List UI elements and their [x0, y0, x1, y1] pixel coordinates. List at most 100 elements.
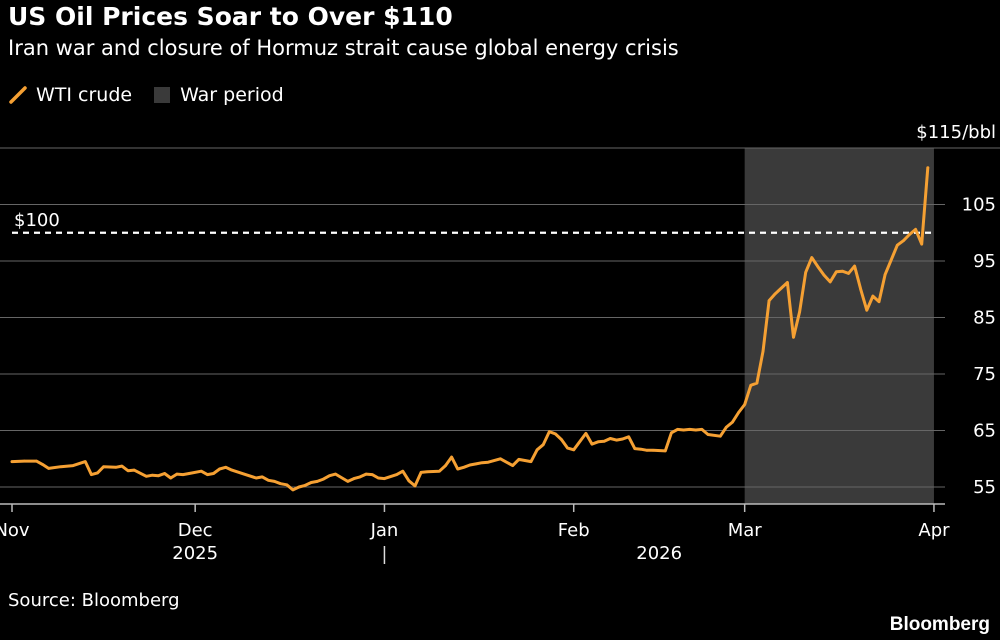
war-period-shade — [744, 148, 934, 504]
data-point — [847, 272, 850, 275]
data-point — [584, 432, 588, 435]
data-point — [206, 473, 209, 476]
y-tick-label: 95 — [973, 251, 996, 272]
y-axis-unit-label: $115/bbl — [916, 122, 996, 143]
data-point — [590, 442, 594, 446]
data-point — [303, 484, 307, 487]
data-point — [737, 411, 740, 414]
x-tick-label: Feb — [558, 520, 590, 541]
data-point — [279, 482, 282, 485]
data-point — [419, 471, 423, 474]
data-point — [462, 465, 466, 469]
data-point — [364, 472, 368, 476]
data-point — [798, 310, 801, 314]
x-tick-label: Nov — [0, 520, 30, 541]
legend-label-war-period: War period — [180, 84, 284, 106]
data-point — [413, 484, 417, 488]
data-point — [810, 256, 814, 259]
y-tick-label: 65 — [973, 421, 996, 442]
data-point — [786, 281, 789, 284]
data-point — [151, 473, 154, 477]
legend-label-wti-crude: WTI crude — [36, 84, 133, 106]
y-tick-label: 55 — [973, 477, 996, 498]
data-point — [651, 449, 655, 452]
data-point — [401, 469, 405, 473]
data-point — [96, 471, 99, 475]
data-point — [780, 286, 783, 290]
data-point — [816, 265, 820, 268]
data-point — [242, 472, 246, 476]
data-point — [383, 477, 386, 480]
reference-line-label: $100 — [14, 210, 60, 231]
chart-legend: WTI crude War period — [8, 82, 306, 108]
data-point — [865, 308, 869, 312]
data-point — [694, 428, 698, 432]
data-point — [273, 480, 276, 483]
data-point — [267, 478, 270, 482]
data-point — [322, 477, 325, 481]
data-point — [212, 472, 215, 475]
data-point — [639, 447, 643, 451]
chart-subtitle: Iran war and closure of Hormuz strait ca… — [8, 36, 679, 60]
data-point — [871, 294, 875, 298]
data-point — [676, 428, 679, 431]
data-point — [474, 462, 478, 466]
data-point — [841, 269, 844, 273]
data-point — [554, 432, 557, 436]
data-point — [377, 476, 380, 480]
data-point — [883, 273, 887, 276]
data-point — [41, 463, 44, 466]
legend-item-war-period: War period — [154, 84, 284, 106]
data-point — [468, 463, 472, 467]
data-point — [218, 467, 221, 471]
data-point — [633, 447, 637, 450]
y-tick-label: 85 — [973, 308, 996, 329]
data-point — [511, 464, 514, 467]
chart-title: US Oil Prices Soar to Over $110 — [8, 2, 453, 31]
line-swatch-icon — [9, 86, 27, 104]
data-point — [71, 464, 75, 467]
data-point — [328, 474, 331, 478]
data-point — [187, 472, 191, 475]
data-point — [120, 464, 124, 468]
x-tick-label: Apr — [918, 520, 950, 541]
data-point — [920, 242, 924, 246]
data-point — [199, 469, 203, 473]
data-point — [358, 475, 362, 479]
data-point — [254, 476, 258, 480]
data-point — [169, 476, 173, 480]
data-point — [914, 228, 917, 231]
data-point — [670, 431, 673, 435]
data-point — [163, 472, 166, 475]
data-point — [181, 473, 185, 476]
bloomberg-logo: Bloomberg — [889, 614, 990, 635]
data-point — [83, 460, 87, 463]
data-point — [664, 449, 667, 453]
x-year-label: 2026 — [636, 543, 682, 564]
data-point — [908, 233, 911, 236]
data-point — [706, 433, 710, 436]
data-point — [230, 468, 234, 472]
data-point — [486, 460, 490, 464]
data-point — [566, 446, 569, 450]
data-point — [535, 448, 539, 452]
data-point — [352, 477, 356, 480]
data-point — [572, 448, 576, 452]
data-point — [767, 299, 771, 302]
data-point — [395, 473, 398, 476]
data-point — [315, 480, 319, 483]
data-point — [834, 270, 838, 274]
data-point — [902, 239, 905, 242]
data-point — [804, 271, 808, 274]
data-point — [59, 465, 63, 469]
data-point — [309, 481, 313, 484]
data-point — [132, 468, 136, 472]
data-point — [157, 474, 160, 478]
data-point — [596, 440, 600, 444]
data-point — [126, 469, 130, 472]
data-point — [175, 472, 179, 476]
data-point — [749, 384, 753, 387]
data-point — [725, 425, 728, 429]
data-point — [145, 475, 148, 478]
